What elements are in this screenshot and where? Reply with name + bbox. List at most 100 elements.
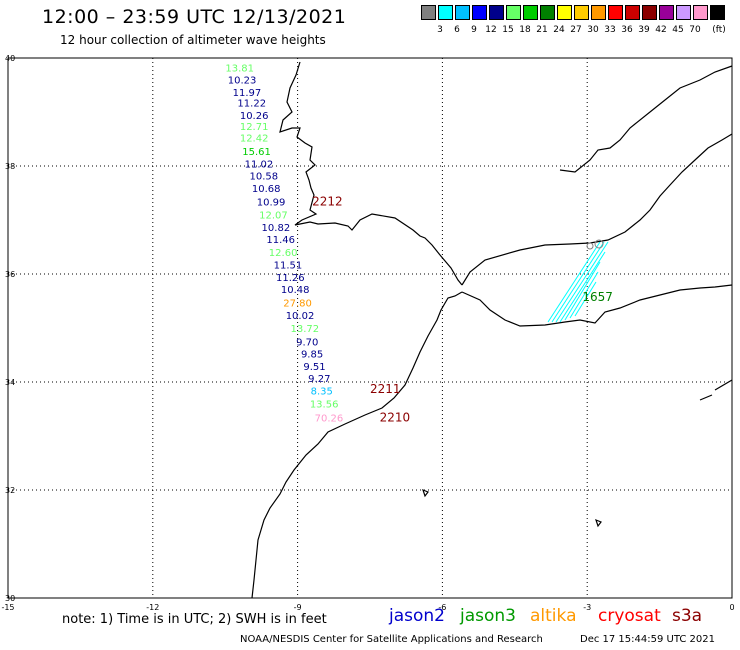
iberia-west-coast: [279, 61, 463, 286]
legend-swatch: [557, 5, 572, 20]
pass-time-label: 2212: [312, 194, 343, 208]
lat-tick-label: 38: [5, 162, 15, 171]
wave-height-value: 10.48: [281, 285, 310, 296]
wave-height-value: 12.07: [259, 210, 288, 221]
pass-time-label: 1657: [582, 290, 613, 304]
wave-height-value: 9.70: [296, 337, 318, 348]
wave-height-value: 9.85: [301, 350, 323, 361]
lat-lon-grid: -15 -12 -9 -6 -3 0 40 38 36 34 32 30: [1, 54, 734, 612]
timestamp: Dec 17 15:44:59 UTC 2021: [580, 634, 715, 645]
wave-height-value: 12.71: [240, 122, 269, 133]
legend-swatch: [659, 5, 674, 20]
wave-height-value: 11.51: [274, 261, 303, 272]
lat-tick-label: 30: [5, 594, 15, 603]
iberia-south-coast: [461, 133, 733, 286]
wave-height-value: 15.61: [242, 147, 271, 158]
legend-swatch: [523, 5, 538, 20]
legend-swatch: [642, 5, 657, 20]
wave-height-value: 11.22: [237, 99, 266, 110]
legend-swatch: [489, 5, 504, 20]
legend-label: 39: [638, 25, 650, 35]
island-2: [595, 518, 602, 528]
legend-swatch: [574, 5, 589, 20]
legend-label: 27: [570, 25, 582, 35]
lon-tick-label: -6: [438, 603, 446, 612]
morocco-coast: [251, 291, 463, 599]
lat-tick-label: 40: [5, 54, 15, 63]
legend-label: 21: [536, 25, 548, 35]
satellite-legend-s3a: s3a: [672, 606, 703, 626]
legend-label: 6: [454, 25, 460, 35]
wave-height-value: 10.23: [228, 75, 257, 86]
wave-height-value: 11.26: [276, 273, 305, 284]
legend-swatch: [455, 5, 470, 20]
lon-tick-label: -12: [146, 603, 159, 612]
lat-tick-label: 34: [5, 378, 15, 387]
lon-tick-label: 0: [729, 603, 734, 612]
island-1: [422, 488, 429, 498]
footnote: note: 1) Time is in UTC; 2) SWH is in fe…: [62, 612, 327, 627]
satellite-legend-cryosat: cryosat: [598, 606, 661, 626]
legend-label: 9: [471, 25, 477, 35]
legend-swatch: [591, 5, 606, 20]
wave-height-value: 10.02: [286, 311, 315, 322]
legend-label: 3: [437, 25, 443, 35]
wave-height-value: 9.51: [303, 362, 325, 373]
legend-swatch: [421, 5, 436, 20]
coast-fragment-2: [699, 394, 713, 401]
wave-height-value: 12.60: [269, 248, 298, 259]
legend-label: 33: [604, 25, 616, 35]
wave-height-value: 10.26: [240, 111, 269, 122]
pass-labels: 2212 2211 2210 1657: [312, 194, 613, 424]
wave-height-value: 27.80: [283, 298, 312, 309]
satellite-legend-jason3: jason3: [460, 606, 516, 626]
legend-label: 36: [621, 25, 633, 35]
legend-label: 12: [485, 25, 497, 35]
coast-fragment-1: [714, 379, 733, 391]
wave-height-value: 12.42: [240, 134, 269, 145]
legend-swatch: [540, 5, 555, 20]
legend-label: 42: [655, 25, 667, 35]
wave-height-value: 11.02: [245, 160, 274, 171]
map-subtitle: 12 hour collection of altimeter wave hei…: [60, 33, 326, 47]
pass-time-label: 2211: [370, 382, 401, 396]
legend-swatch: [710, 5, 725, 20]
legend-swatch: [506, 5, 521, 20]
wave-height-value: 10.82: [262, 223, 291, 234]
map-title: 12:00 – 23:59 UTC 12/13/2021: [42, 6, 347, 28]
legend-label: 15: [502, 25, 514, 35]
legend-swatch: [472, 5, 487, 20]
map-frame: [7, 57, 733, 599]
lat-tick-label: 32: [5, 486, 15, 495]
wave-height-value: 10.58: [249, 172, 278, 183]
wave-height-value: 10.99: [257, 197, 286, 208]
legend-label: 30: [587, 25, 599, 35]
wave-height-value: 13.81: [225, 64, 254, 75]
satellite-legend-jason2: jason2: [389, 606, 445, 626]
legend-label: 70: [689, 25, 701, 35]
wave-height-value: 13.56: [310, 399, 339, 410]
satellite-legend-altika: altika: [530, 606, 577, 626]
north-africa-coast: [461, 284, 733, 327]
lon-tick-label: -15: [1, 603, 14, 612]
iberia-east-coast: [559, 65, 733, 173]
wave-height-value: 70.26: [315, 413, 344, 424]
lat-tick-label: 36: [5, 270, 15, 279]
legend-unit: (ft): [712, 25, 726, 35]
wave-height-value: 13.72: [291, 324, 320, 335]
wave-height-value: 8.35: [311, 386, 333, 397]
credit-text: NOAA/NESDIS Center for Satellite Applica…: [240, 634, 543, 645]
legend-swatch: [676, 5, 691, 20]
mediterranean-track: [547, 239, 609, 323]
lon-tick-label: -3: [583, 603, 591, 612]
legend-label: 45: [672, 25, 684, 35]
legend-swatch: [625, 5, 640, 20]
pass-time-label: 2210: [380, 410, 411, 424]
legend-label: 18: [519, 25, 531, 35]
wave-height-value: 9.27: [308, 374, 330, 385]
lon-tick-label: -9: [294, 603, 302, 612]
wave-height-value: 11.46: [266, 235, 295, 246]
legend-swatch: [693, 5, 708, 20]
legend-label: 24: [553, 25, 565, 35]
